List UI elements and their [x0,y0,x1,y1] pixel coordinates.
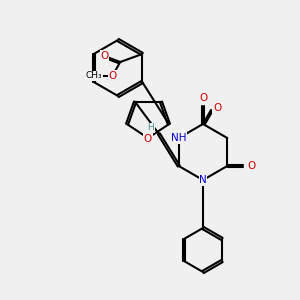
Text: O: O [247,161,255,171]
Text: O: O [144,134,152,144]
Text: CH₃: CH₃ [86,71,103,80]
Text: O: O [199,93,207,103]
Text: O: O [100,51,108,61]
Text: NH: NH [171,133,187,143]
Text: N: N [199,175,207,185]
Text: O: O [213,103,221,113]
Text: O: O [108,71,116,81]
Text: H: H [148,123,154,132]
